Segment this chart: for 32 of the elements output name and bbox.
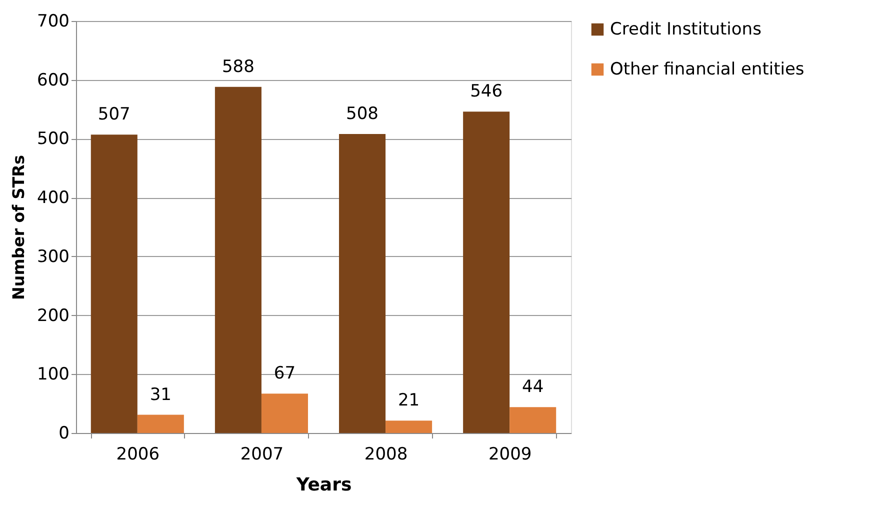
data-label: 546 [470,82,503,102]
data-label: 507 [98,104,130,125]
data-label: 21 [398,390,420,411]
x-tick-label: 2006 [116,444,160,464]
y-tick-label: 0 [58,424,70,444]
bar [339,134,386,433]
bar [137,414,184,433]
bar [261,394,308,433]
bar [510,407,556,433]
y-tick-label: 300 [37,246,70,267]
bar [90,134,138,433]
x-axis-title: Years [295,474,352,496]
bar [214,86,262,433]
y-tick-label: 400 [37,188,70,208]
legend-label: Credit Institutions [610,20,762,40]
y-tick-label: 600 [37,70,70,90]
y-axis-title: Number of STRs [9,154,28,300]
y-tick-label: 100 [37,364,70,385]
data-label: 31 [150,384,172,405]
x-tick-label: 2007 [240,444,284,464]
bar [463,112,510,433]
y-tick-label: 500 [37,129,70,150]
bar [386,420,432,433]
x-tick-label: 2009 [488,444,532,464]
data-label: 588 [222,56,254,77]
legend-label: Other financial entities [610,60,804,80]
data-label: 44 [522,377,544,398]
y-tick-label: 700 [37,12,70,32]
x-tick-label: 2008 [364,444,408,464]
data-label: 67 [274,364,296,384]
y-tick-label: 200 [37,306,70,326]
data-label: 508 [346,104,378,124]
